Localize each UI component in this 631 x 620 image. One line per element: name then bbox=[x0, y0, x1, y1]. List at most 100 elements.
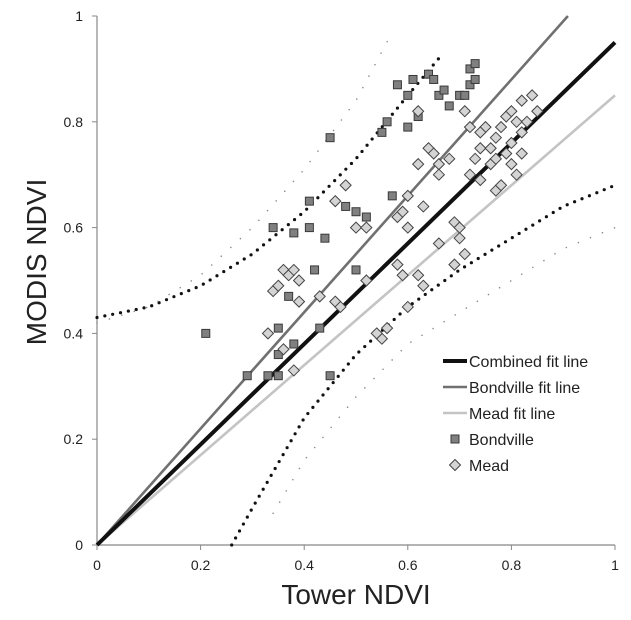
y-tick-label: 0 bbox=[75, 537, 83, 553]
mead-point bbox=[520, 115, 534, 129]
x-tick-label: 0.2 bbox=[191, 557, 211, 573]
bondville-point bbox=[465, 80, 475, 90]
bondville-point bbox=[439, 85, 449, 95]
y-tick-label: 0.2 bbox=[64, 431, 84, 447]
mead-point bbox=[334, 300, 347, 314]
bondville-point bbox=[268, 223, 278, 233]
bondville-point bbox=[304, 223, 314, 233]
mead-point bbox=[349, 221, 363, 234]
mead-point bbox=[515, 126, 528, 139]
bondville-point bbox=[273, 350, 283, 360]
mead-point bbox=[443, 152, 456, 166]
mead-point bbox=[339, 179, 352, 192]
prediction-band-2 bbox=[96, 31, 394, 324]
mead-point bbox=[272, 279, 285, 292]
bondville-point bbox=[341, 201, 351, 211]
mead-point bbox=[370, 327, 383, 340]
mead-point bbox=[463, 168, 477, 181]
bondville-point bbox=[289, 339, 299, 349]
mead-point bbox=[360, 221, 373, 234]
bondville-point bbox=[320, 233, 330, 243]
mead-point bbox=[510, 168, 523, 181]
y-tick-label: 0.6 bbox=[64, 220, 84, 236]
mead-point bbox=[468, 152, 482, 166]
legend-label: Mead bbox=[469, 458, 509, 475]
legend-label: Mead fit line bbox=[469, 406, 555, 423]
bondville-point bbox=[351, 265, 361, 275]
bondville-point bbox=[382, 117, 392, 127]
mead-point bbox=[287, 263, 301, 277]
bondville-point bbox=[284, 291, 294, 301]
bondville-point bbox=[465, 64, 475, 74]
mead-point bbox=[427, 147, 440, 160]
bondville-point bbox=[408, 74, 418, 84]
mead-point bbox=[411, 269, 425, 282]
bondville-point bbox=[403, 90, 413, 100]
legend-label: Combined fit line bbox=[469, 354, 588, 371]
bondville-point bbox=[273, 371, 283, 381]
mead-point bbox=[474, 142, 487, 155]
legend-label: Bondville bbox=[469, 432, 534, 449]
mead-point bbox=[515, 147, 528, 160]
legend-swatch-diamond bbox=[448, 458, 462, 472]
mead-point bbox=[494, 179, 508, 192]
mead-point bbox=[287, 364, 301, 377]
mead-point bbox=[329, 194, 342, 208]
y-tick-label: 0.4 bbox=[64, 325, 84, 341]
mead-point bbox=[396, 269, 409, 282]
mead-point bbox=[515, 94, 528, 107]
mead-point bbox=[531, 105, 544, 118]
x-tick-label: 0 bbox=[93, 557, 101, 573]
x-tick-label: 0.6 bbox=[398, 557, 418, 573]
prediction-band-1 bbox=[230, 183, 617, 547]
mead-point bbox=[448, 258, 461, 271]
bondville-point bbox=[444, 101, 454, 111]
mead-point bbox=[432, 237, 446, 250]
bondville-point bbox=[201, 328, 211, 338]
bondville-point bbox=[429, 74, 439, 84]
bondville-point bbox=[273, 323, 283, 333]
bondville-point bbox=[263, 371, 273, 381]
bondville-point bbox=[460, 90, 470, 100]
x-tick-label: 0.8 bbox=[502, 557, 522, 573]
y-tick-label: 0.8 bbox=[64, 114, 84, 130]
mead-point bbox=[401, 189, 415, 203]
bondville-point bbox=[377, 127, 387, 137]
mead-point bbox=[505, 105, 518, 118]
bondville-point bbox=[242, 371, 252, 381]
mead-point bbox=[458, 105, 471, 118]
mead-point bbox=[277, 343, 290, 356]
mead-point bbox=[417, 200, 430, 213]
mead-point bbox=[432, 168, 446, 181]
mead-point bbox=[417, 279, 430, 292]
mead-point bbox=[525, 89, 539, 102]
bondville-point bbox=[403, 122, 413, 132]
mead-point bbox=[313, 290, 326, 303]
bondville-fit-line bbox=[96, 15, 569, 546]
y-tick-label: 1 bbox=[75, 8, 83, 24]
prediction-bands bbox=[95, 31, 617, 547]
bondville-point bbox=[351, 207, 361, 217]
bondville-point bbox=[315, 323, 325, 333]
bondville-point bbox=[434, 90, 444, 100]
data-points bbox=[201, 59, 544, 381]
mead-point bbox=[292, 295, 306, 308]
y-axis-title: MODIS NDVI bbox=[21, 179, 52, 345]
mead-point bbox=[396, 205, 409, 218]
mead-point bbox=[510, 115, 523, 129]
mead-point bbox=[458, 247, 471, 261]
mead-point bbox=[411, 105, 425, 118]
mead-point bbox=[453, 231, 466, 245]
bondville-point bbox=[361, 212, 371, 222]
bondville-point bbox=[470, 59, 480, 69]
bondville-point bbox=[325, 133, 335, 143]
mead-point bbox=[292, 274, 306, 287]
mead-point bbox=[505, 136, 518, 150]
bondville-point bbox=[470, 74, 480, 84]
x-axis-title: Tower NDVI bbox=[281, 579, 430, 610]
mead-point bbox=[484, 142, 497, 155]
bondville-point bbox=[392, 80, 402, 90]
mead-point bbox=[500, 147, 513, 160]
legend-label: Bondville fit line bbox=[469, 380, 580, 397]
